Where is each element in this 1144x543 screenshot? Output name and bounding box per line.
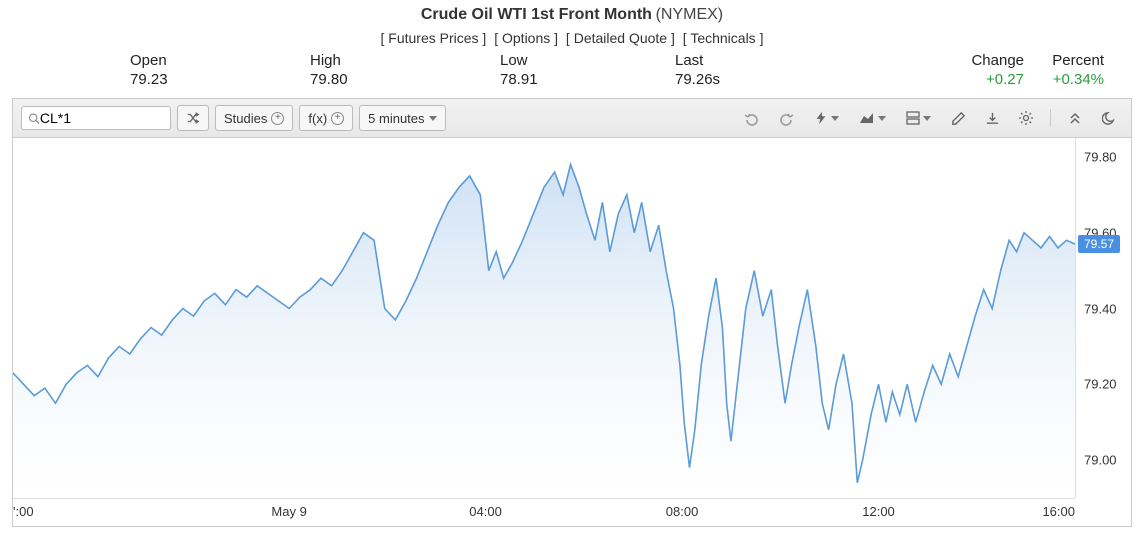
shuffle-icon — [186, 111, 200, 125]
link-options[interactable]: Options — [502, 30, 550, 46]
x-tick-label: 12:00 — [862, 504, 895, 519]
chevron-down-icon — [878, 116, 886, 121]
y-tick-label: 79.80 — [1084, 149, 1117, 164]
symbol-search[interactable] — [21, 106, 171, 130]
fx-button[interactable]: f(x) + — [299, 105, 353, 131]
search-icon — [28, 112, 40, 125]
y-axis[interactable]: 79.0079.2079.4079.6079.8079.57 — [1075, 138, 1131, 498]
plus-icon: + — [271, 112, 284, 125]
draw-button[interactable] — [944, 105, 972, 131]
stat-high: High 79.80 — [310, 52, 500, 88]
studies-button[interactable]: Studies + — [215, 105, 293, 131]
stat-percent: Percent +0.34% — [1024, 52, 1104, 88]
plus-icon: + — [331, 112, 344, 125]
symbol-input[interactable] — [40, 110, 164, 126]
x-tick-label: ':00 — [13, 504, 34, 519]
current-price-tag: 79.57 — [1078, 235, 1120, 253]
theme-button[interactable] — [1095, 105, 1123, 131]
gear-icon — [1018, 110, 1034, 126]
price-chart[interactable] — [13, 138, 1075, 498]
settings-button[interactable] — [1012, 105, 1040, 131]
x-axis[interactable]: ':00 May 9 04:00 08:00 12:00 16:00 — [13, 498, 1075, 526]
layout-button[interactable] — [898, 105, 938, 131]
download-icon — [985, 111, 1000, 126]
y-tick-label: 79.20 — [1084, 377, 1117, 392]
moon-icon — [1102, 111, 1117, 126]
bolt-icon — [814, 111, 828, 125]
chevron-down-icon — [831, 116, 839, 121]
stat-low: Low 78.91 — [500, 52, 675, 88]
pencil-icon — [951, 111, 966, 126]
bolt-button[interactable] — [806, 105, 846, 131]
stat-open: Open 79.23 — [130, 52, 310, 88]
chart-type-button[interactable] — [852, 105, 892, 131]
chevron-down-icon — [429, 116, 437, 121]
link-technicals[interactable]: Technicals — [690, 30, 755, 46]
page-title-main: Crude Oil WTI 1st Front Month — [421, 6, 652, 23]
y-tick-label: 79.00 — [1084, 453, 1117, 468]
collapse-button[interactable] — [1061, 105, 1089, 131]
x-tick-label: May 9 — [271, 504, 306, 519]
stat-last: Last 79.26s — [675, 52, 885, 88]
link-detailed-quote[interactable]: Detailed Quote — [574, 30, 667, 46]
chevron-down-icon — [923, 116, 931, 121]
layout-icon — [906, 111, 920, 125]
x-tick-label: 04:00 — [469, 504, 502, 519]
interval-dropdown[interactable]: 5 minutes — [359, 105, 445, 131]
undo-button[interactable] — [738, 105, 766, 131]
x-tick-label: 16:00 — [1042, 504, 1075, 519]
redo-icon — [778, 110, 794, 126]
stat-change: Change +0.27 — [885, 52, 1024, 88]
chevron-up-double-icon — [1068, 111, 1082, 125]
header-links: [ Futures Prices ] [ Options ] [ Detaile… — [0, 28, 1144, 52]
undo-icon — [744, 110, 760, 126]
link-futures-prices[interactable]: Futures Prices — [388, 30, 478, 46]
shuffle-button[interactable] — [177, 105, 209, 131]
x-tick-label: 08:00 — [666, 504, 699, 519]
download-button[interactable] — [978, 105, 1006, 131]
redo-button[interactable] — [772, 105, 800, 131]
area-chart-icon — [859, 111, 875, 125]
y-tick-label: 79.40 — [1084, 301, 1117, 316]
page-title-exchange: (NYMEX) — [656, 6, 724, 23]
